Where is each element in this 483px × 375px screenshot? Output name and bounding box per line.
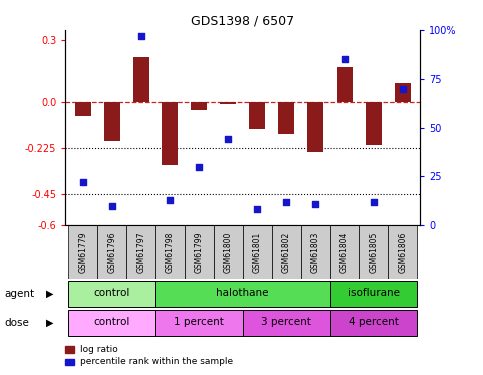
Bar [308,102,324,152]
Point [166,196,174,202]
Text: isoflurane: isoflurane [348,288,399,298]
Text: control: control [94,317,130,327]
Bar [213,225,243,279]
Text: GSM61806: GSM61806 [398,231,407,273]
Text: GSM61803: GSM61803 [311,231,320,273]
Text: ▶: ▶ [46,318,54,328]
Text: GSM61805: GSM61805 [369,231,378,273]
Point [399,86,407,92]
Text: GSM61799: GSM61799 [195,231,203,273]
Text: control: control [94,288,130,298]
Bar [191,102,207,110]
Point [79,179,86,185]
Point [195,164,203,170]
Bar [330,310,417,336]
Bar [243,310,330,336]
Point [370,199,378,205]
Bar [68,281,156,307]
Bar [249,102,265,129]
Text: GSM61802: GSM61802 [282,231,291,273]
Text: GSM61801: GSM61801 [253,231,262,273]
Text: log ratio: log ratio [80,345,117,354]
Bar [75,102,91,116]
Text: 3 percent: 3 percent [261,317,311,327]
Title: GDS1398 / 6507: GDS1398 / 6507 [191,15,294,27]
Point [108,202,115,208]
Text: agent: agent [5,289,35,299]
Point [224,136,232,142]
Bar [68,310,156,336]
Bar [330,281,417,307]
Bar [133,57,149,102]
Bar [243,225,272,279]
Bar [68,225,97,279]
Text: 1 percent: 1 percent [174,317,224,327]
Bar [156,310,243,336]
Text: ▶: ▶ [46,289,54,299]
Bar [220,102,236,104]
Bar [337,67,353,102]
Bar [162,102,178,165]
Bar [185,225,213,279]
Bar [156,225,185,279]
Text: GSM61800: GSM61800 [224,231,233,273]
Text: GSM61796: GSM61796 [107,231,116,273]
Bar [301,225,330,279]
Text: 4 percent: 4 percent [349,317,398,327]
Bar [104,102,120,141]
Bar [97,225,127,279]
Bar [156,281,330,307]
Bar [388,225,417,279]
Text: GSM61804: GSM61804 [340,231,349,273]
Bar [395,83,411,102]
Bar [330,225,359,279]
Bar [127,225,156,279]
Bar [272,225,301,279]
Point [341,56,348,62]
Bar [359,225,388,279]
Text: halothane: halothane [216,288,269,298]
Point [137,33,145,39]
Bar [366,102,382,145]
Text: dose: dose [5,318,30,328]
Text: GSM61797: GSM61797 [136,231,145,273]
Text: GSM61779: GSM61779 [78,231,87,273]
Point [283,199,290,205]
Point [254,206,261,212]
Point [312,201,319,207]
Text: percentile rank within the sample: percentile rank within the sample [80,357,233,366]
Text: GSM61798: GSM61798 [166,231,174,273]
Bar [278,102,294,134]
